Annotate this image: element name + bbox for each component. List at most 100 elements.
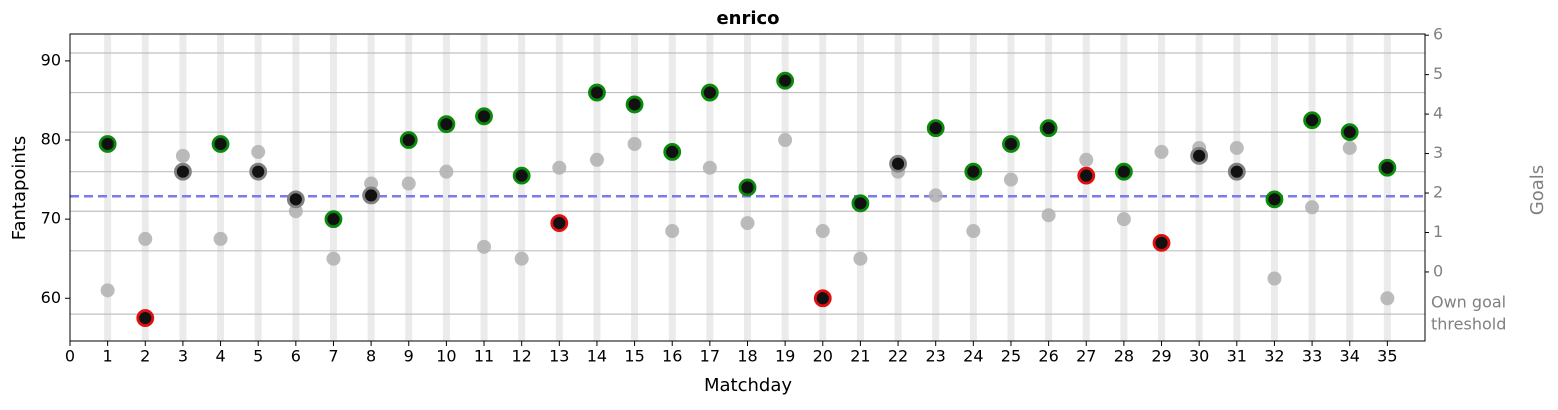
point <box>364 176 379 191</box>
x-tick-label: 20 <box>813 347 833 366</box>
y2-tick-label: 3 <box>1433 143 1443 162</box>
point <box>1152 233 1171 252</box>
x-tick-label: 1 <box>103 347 113 366</box>
point <box>251 144 266 159</box>
x-tick-label: 22 <box>888 347 908 366</box>
point <box>738 178 757 197</box>
point <box>1342 140 1357 155</box>
y-tick-label: 90 <box>41 50 61 69</box>
point <box>1116 212 1131 227</box>
x-tick-label: 9 <box>404 347 414 366</box>
point <box>439 164 454 179</box>
point <box>98 135 117 153</box>
point <box>778 133 793 148</box>
point <box>1041 208 1056 223</box>
point <box>1305 200 1320 215</box>
x-tick-label: 0 <box>65 347 75 366</box>
x-axis-label: Matchday <box>704 375 792 396</box>
point <box>1002 135 1020 153</box>
point <box>1340 123 1359 142</box>
point <box>512 166 531 185</box>
x-tick-label: 26 <box>1038 347 1058 366</box>
point <box>1380 291 1395 306</box>
point <box>627 136 642 151</box>
y2-tick-label: 4 <box>1433 104 1443 123</box>
x-tick-label: 7 <box>328 347 338 366</box>
point <box>324 210 343 229</box>
point <box>625 95 644 114</box>
point <box>1190 146 1209 165</box>
point <box>853 251 868 266</box>
point <box>1267 271 1282 286</box>
threshold-label: threshold <box>1431 315 1506 334</box>
x-tick-label: 30 <box>1189 347 1209 366</box>
x-tick-label: 35 <box>1377 347 1397 366</box>
point <box>550 214 569 233</box>
x-tick-label: 3 <box>178 347 188 366</box>
point <box>1039 119 1058 138</box>
point <box>213 231 228 246</box>
x-tick-label: 14 <box>587 347 607 366</box>
y2-tick-label: 6 <box>1433 25 1443 44</box>
point <box>249 162 268 181</box>
point <box>1079 152 1094 167</box>
x-tick-label: 34 <box>1340 347 1360 366</box>
y2-tick-label: 1 <box>1433 222 1443 241</box>
x-tick-label: 24 <box>963 347 983 366</box>
x-tick-label: 5 <box>253 347 263 366</box>
point <box>475 107 493 126</box>
point <box>138 231 153 246</box>
point <box>514 251 529 266</box>
point <box>1265 190 1284 209</box>
point <box>588 83 606 102</box>
x-tick-label: 12 <box>511 347 531 366</box>
point <box>1227 162 1246 181</box>
x-tick-label: 16 <box>662 347 682 366</box>
x-tick-label: 13 <box>549 347 569 366</box>
point <box>1303 111 1321 130</box>
point <box>1154 144 1169 159</box>
point <box>100 283 115 298</box>
x-tick-label: 18 <box>737 347 757 366</box>
point <box>174 162 192 181</box>
point <box>815 224 830 239</box>
point <box>700 83 719 102</box>
point <box>889 154 907 173</box>
point <box>362 186 381 205</box>
y2-tick-label: 5 <box>1433 64 1443 83</box>
point <box>288 204 303 219</box>
chart-title: enrico <box>716 8 779 29</box>
point <box>702 160 717 175</box>
y2-tick-label: 2 <box>1433 183 1443 202</box>
x-tick-label: 27 <box>1076 347 1096 366</box>
x-tick-label: 32 <box>1264 347 1284 366</box>
x-tick-label: 11 <box>474 347 494 366</box>
point <box>211 135 230 153</box>
point <box>552 160 567 175</box>
point <box>928 188 943 203</box>
point <box>926 119 945 138</box>
point <box>136 309 155 327</box>
x-tick-label: 21 <box>850 347 870 366</box>
point <box>286 190 305 209</box>
y2-axis-label: Goals <box>1527 165 1548 215</box>
point <box>326 251 341 266</box>
x-tick-label: 2 <box>140 347 150 366</box>
x-tick-label: 31 <box>1227 347 1247 366</box>
y-tick-label: 80 <box>41 130 61 149</box>
x-tick-label: 23 <box>926 347 946 366</box>
y-tick-label: 60 <box>41 288 61 307</box>
y2-tick-label: 0 <box>1433 261 1443 280</box>
point <box>401 176 416 191</box>
point <box>477 239 492 254</box>
point <box>1114 162 1133 181</box>
threshold-label: Own goal <box>1431 293 1506 312</box>
y-axis-label: Fantapoints <box>9 136 30 241</box>
point <box>813 289 832 308</box>
point <box>1229 140 1244 155</box>
point <box>589 152 604 167</box>
x-tick-label: 28 <box>1114 347 1134 366</box>
x-tick-label: 17 <box>700 347 720 366</box>
x-tick-label: 33 <box>1302 347 1322 366</box>
